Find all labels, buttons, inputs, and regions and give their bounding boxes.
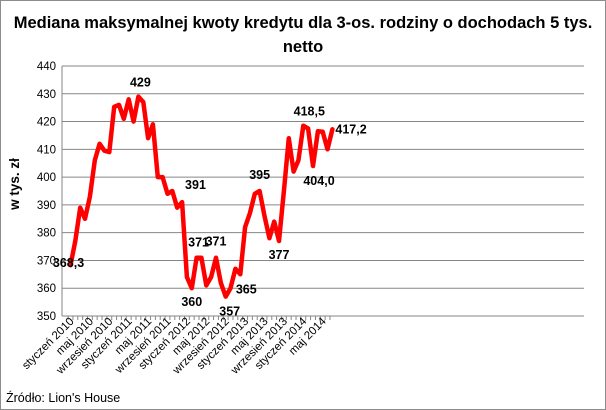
data-label: 371 (188, 236, 209, 250)
y-tick-label: 410 (37, 144, 56, 156)
data-label: 395 (249, 168, 270, 182)
data-label: 377 (269, 248, 290, 262)
data-label: 417,2 (335, 122, 366, 136)
y-tick-label: 350 (37, 311, 56, 323)
data-label: 357 (219, 305, 240, 319)
y-tick-label: 370 (37, 255, 56, 267)
data-label: 404,0 (303, 174, 334, 188)
y-tick-label: 420 (37, 117, 56, 129)
data-label: 429 (130, 76, 151, 90)
axes (61, 66, 584, 320)
y-tick-label: 380 (37, 228, 56, 240)
y-tick-label: 440 (37, 61, 56, 73)
source-note: Źródło: Lion's House (6, 391, 121, 405)
y-tick-label: 430 (37, 89, 56, 101)
y-tick-label: 390 (37, 200, 56, 212)
y-tick-label: 400 (37, 172, 56, 184)
chart-title: Mediana maksymalnej kwoty kredytu dla 3-… (13, 14, 593, 56)
data-label: 365 (236, 282, 257, 296)
y-axis-tick-labels: 350 360 370 380 390 400 410 420 430 440 (37, 61, 56, 323)
y-tick-label: 360 (37, 283, 56, 295)
data-label: 371 (206, 235, 227, 249)
data-label: 391 (185, 178, 206, 192)
gridlines (62, 65, 584, 289)
y-axis-title: w tys. zł (7, 158, 22, 211)
data-label: 368,3 (53, 256, 84, 270)
series-line (68, 94, 335, 299)
data-label: 360 (181, 295, 202, 309)
data-label: 418,5 (294, 105, 325, 119)
